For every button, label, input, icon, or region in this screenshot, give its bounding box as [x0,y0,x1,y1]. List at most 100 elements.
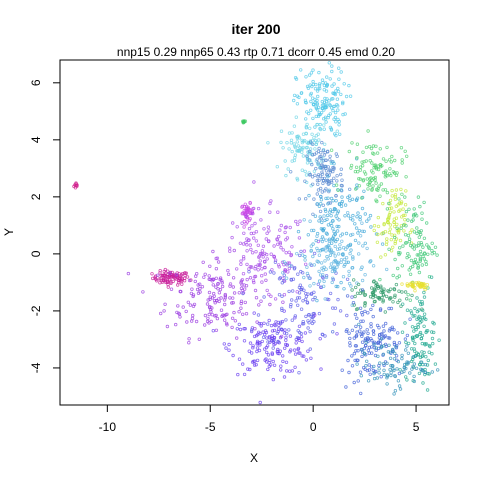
data-point [227,342,231,347]
data-point [237,291,241,295]
data-point [304,291,308,296]
data-point [385,237,389,241]
data-point [157,277,162,281]
data-point [240,288,245,293]
data-point [287,289,291,294]
data-point [372,293,376,297]
data-point [419,302,423,307]
data-point [411,337,415,341]
data-point [366,311,370,315]
data-point [303,331,308,335]
data-point [335,216,339,220]
data-point [318,86,322,91]
data-point [322,87,326,92]
data-point [300,339,304,344]
data-point [330,64,334,68]
data-point [406,251,410,256]
data-point [244,222,248,226]
data-point [297,291,302,295]
data-point [262,295,266,299]
data-point [211,291,216,296]
data-point [318,127,323,132]
data-point [360,278,365,283]
data-point [336,297,340,302]
data-point [328,253,333,257]
data-point [420,333,424,338]
data-point [349,166,353,170]
data-point [363,241,367,245]
data-point [346,214,351,218]
data-point [388,210,392,214]
data-point [168,273,172,277]
data-point [414,327,418,332]
data-point [288,264,292,268]
data-point [307,158,311,162]
data-point [345,294,350,298]
data-point [223,294,227,298]
data-point [397,384,402,388]
data-point [298,351,302,355]
data-point [173,322,178,327]
data-point [272,328,277,333]
data-point [352,351,357,356]
data-point [255,342,259,346]
data-point [393,389,398,393]
data-point [411,218,415,222]
data-point [422,316,427,320]
data-point [373,299,377,304]
data-point [226,268,230,273]
data-point [375,376,380,380]
data-point [297,371,301,375]
data-point [295,251,299,256]
data-point [314,142,318,147]
data-point [372,163,376,168]
data-point [210,306,214,310]
data-point [387,343,391,347]
data-point [289,170,293,174]
data-point [277,277,282,281]
data-point [322,116,326,121]
data-point [222,302,227,307]
data-point [382,329,386,333]
data-point [231,276,236,280]
data-point [329,196,334,201]
data-point [326,149,330,153]
data-point [284,262,288,266]
data-point [342,264,346,268]
data-point [381,324,386,328]
data-point [299,269,303,274]
data-point [325,97,329,101]
data-point [176,304,180,308]
data-point [413,335,417,339]
data-point [350,354,354,358]
data-point [266,340,270,344]
data-point [408,266,413,270]
data-point [370,291,375,295]
data-point [405,333,410,338]
data-point [283,346,287,350]
data-point [270,334,274,338]
data-point [398,238,403,243]
data-point [252,311,256,315]
data-point [354,187,358,191]
data-point [343,203,348,207]
data-point [347,370,351,375]
data-point [362,229,366,234]
data-point [250,360,255,364]
data-point [335,129,339,133]
data-point [349,248,353,252]
data-point [294,341,298,345]
data-point [320,103,325,107]
data-point [374,369,378,374]
data-point [396,359,400,364]
y-tick-label: -2 [29,305,43,316]
data-point [230,325,234,330]
data-point [342,287,346,291]
data-point [416,325,421,329]
data-point [301,322,306,326]
data-point [359,332,363,336]
data-point [337,201,342,206]
data-point [330,97,334,101]
data-point [230,316,235,320]
data-point [343,112,347,116]
